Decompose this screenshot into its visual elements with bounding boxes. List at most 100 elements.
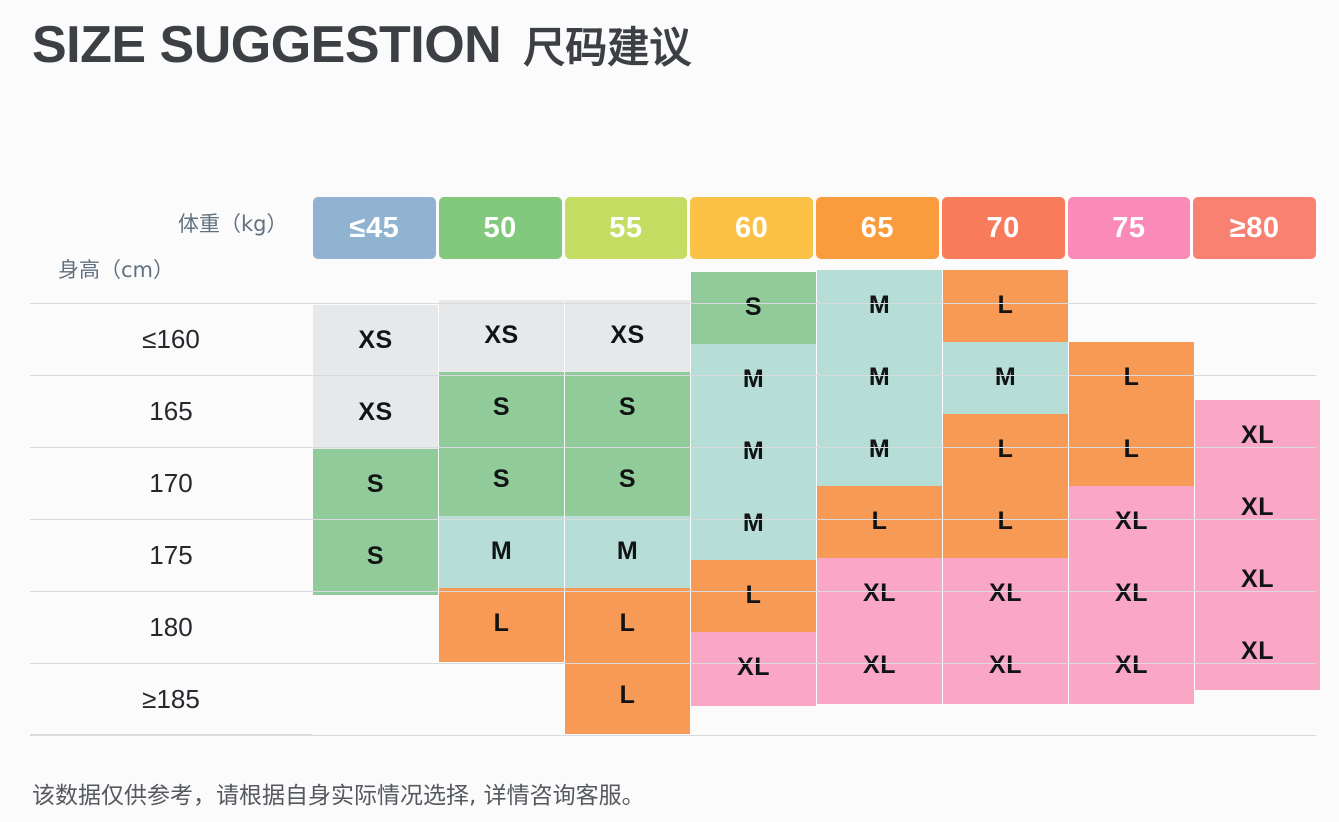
- weight-header-3[interactable]: 55: [564, 197, 688, 259]
- size-cell-label: XL: [737, 653, 770, 681]
- size-cell-xl[interactable]: XL XL: [943, 558, 1068, 704]
- size-column-3: XS S S M L L: [565, 0, 690, 822]
- size-column-8: XL XL XL XL: [1195, 0, 1320, 822]
- height-row-label-text: 180: [149, 612, 193, 642]
- size-cell-label: XL: [863, 579, 896, 607]
- size-cell-m[interactable]: M: [439, 516, 564, 590]
- grid-line: [30, 663, 1316, 664]
- weight-header-label: 50: [483, 211, 517, 244]
- weight-header-label: ≥80: [1229, 211, 1280, 244]
- size-cell-xs[interactable]: XS: [439, 300, 564, 374]
- size-cell-m[interactable]: M M M: [817, 270, 942, 488]
- size-cell-label: XL: [1115, 651, 1148, 679]
- size-cell-label: L: [871, 507, 888, 535]
- height-row-label-text: ≥185: [142, 683, 200, 714]
- size-cell-xs[interactable]: XS XS: [313, 305, 438, 451]
- weight-header-2[interactable]: 50: [438, 197, 562, 259]
- page-title: SIZE SUGGESTION 尺码建议: [32, 14, 691, 75]
- weight-header-label: 75: [1112, 211, 1146, 244]
- size-cell-label: XL: [989, 651, 1022, 679]
- size-cell-s[interactable]: S: [691, 272, 816, 346]
- size-cell-xl[interactable]: XL XL: [817, 558, 942, 704]
- size-cell-m[interactable]: M M M: [691, 344, 816, 562]
- weight-header-5[interactable]: 65: [816, 197, 939, 259]
- size-cell-xs[interactable]: XS: [565, 300, 690, 374]
- size-cell-label: M: [868, 363, 891, 391]
- height-row-label-5: 180: [30, 591, 312, 663]
- height-row-label-text: 165: [149, 396, 193, 426]
- weight-header-1[interactable]: ≤45: [313, 197, 436, 259]
- size-cell-l[interactable]: L: [817, 486, 942, 560]
- size-matrix: XS XS S S XS S S M L XS S S M L L S M M M L XL M M M L XL XL L M L L XL…: [313, 0, 1320, 822]
- size-cell-label: M: [742, 365, 765, 393]
- size-cell-label: XS: [358, 398, 393, 426]
- size-cell-label: S: [618, 465, 637, 493]
- size-cell-label: L: [1123, 363, 1140, 391]
- size-cell-label: M: [868, 291, 891, 319]
- weight-header-row: ≤45 50 55 60 65 70 75 ≥80: [313, 197, 1316, 259]
- size-column-2: XS S S M L: [439, 0, 564, 822]
- size-cell-label: XL: [1241, 493, 1274, 521]
- size-cell-label: L: [997, 435, 1014, 463]
- size-cell-label: L: [493, 609, 510, 637]
- weight-header-4[interactable]: 60: [690, 197, 813, 259]
- height-row-label-text: 170: [149, 468, 193, 498]
- weight-header-7[interactable]: 75: [1067, 197, 1191, 259]
- size-cell-label: XL: [863, 651, 896, 679]
- grid-line: [30, 735, 1316, 736]
- size-cell-label: L: [997, 507, 1014, 535]
- size-cell-label: XL: [1115, 579, 1148, 607]
- size-cell-label: XS: [358, 326, 393, 354]
- size-cell-label: XL: [1241, 421, 1274, 449]
- size-cell-label: M: [742, 509, 765, 537]
- weight-axis-caption: 体重（kg）: [178, 212, 288, 236]
- size-column-7: L L XL XL XL: [1069, 0, 1194, 822]
- size-cell-label: XL: [1241, 637, 1274, 665]
- size-cell-label: S: [492, 393, 511, 421]
- size-cell-label: L: [745, 581, 762, 609]
- size-cell-label: S: [618, 393, 637, 421]
- size-cell-l[interactable]: L: [943, 270, 1068, 344]
- weight-header-label: 55: [609, 211, 643, 244]
- grid-line: [30, 519, 1316, 520]
- weight-header-label: 65: [860, 211, 894, 244]
- size-cell-label: XL: [1115, 507, 1148, 535]
- size-cell-m[interactable]: M: [943, 342, 1068, 416]
- weight-header-6[interactable]: 70: [941, 197, 1065, 259]
- size-cell-label: XS: [484, 321, 519, 349]
- size-cell-label: S: [492, 465, 511, 493]
- size-cell-l[interactable]: L: [691, 560, 816, 634]
- size-cell-label: S: [366, 542, 385, 570]
- size-cell-label: S: [744, 293, 763, 321]
- size-cell-label: XL: [989, 579, 1022, 607]
- height-row-label-4: 175: [30, 519, 312, 591]
- height-row-label-6: ≥185: [30, 663, 312, 735]
- size-cell-m[interactable]: M: [565, 516, 690, 590]
- height-row-label-text: 175: [149, 540, 193, 570]
- size-cell-label: M: [868, 435, 891, 463]
- size-column-5: M M M L XL XL: [817, 0, 942, 822]
- footnote: 该数据仅供参考，请根据自身实际情况选择, 详情咨询客服。: [32, 783, 645, 809]
- size-cell-label: M: [490, 537, 513, 565]
- size-cell-label: L: [1123, 435, 1140, 463]
- size-cell-label: M: [742, 437, 765, 465]
- title-english: SIZE SUGGESTION: [32, 16, 502, 74]
- size-cell-label: XL: [1241, 565, 1274, 593]
- weight-header-label: ≤45: [349, 211, 400, 244]
- size-cell-xl[interactable]: XL XL XL: [1069, 486, 1194, 704]
- size-cell-xl[interactable]: XL: [691, 632, 816, 706]
- size-cell-l[interactable]: L: [439, 588, 564, 662]
- size-cell-xl[interactable]: XL XL XL XL: [1195, 400, 1320, 690]
- size-column-6: L M L L XL XL: [943, 0, 1068, 822]
- weight-header-8[interactable]: ≥80: [1193, 197, 1316, 259]
- grid-line: [30, 447, 1316, 448]
- size-column-1: XS XS S S: [313, 0, 438, 822]
- height-row-label-text: ≤160: [142, 324, 200, 354]
- height-axis-caption: 身高（cm）: [58, 258, 175, 282]
